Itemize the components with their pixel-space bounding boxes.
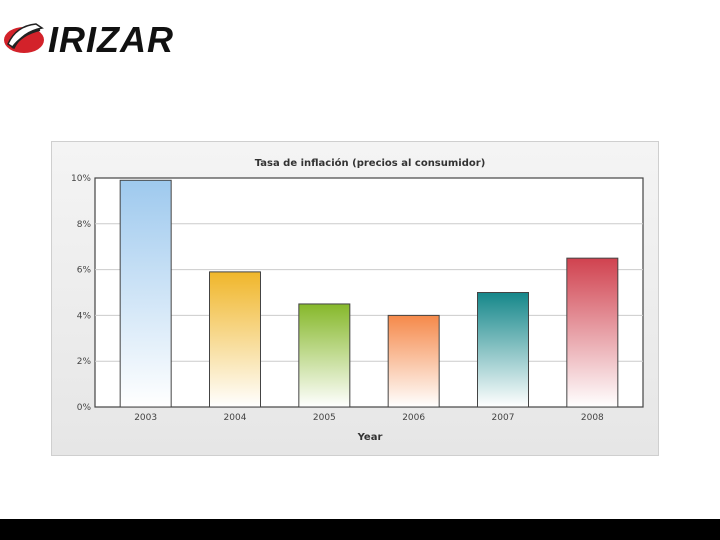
grid-lines <box>95 223 643 362</box>
bars <box>119 179 619 408</box>
x-tick-label: 2004 <box>224 413 247 423</box>
x-tick-label: 2007 <box>492 413 515 423</box>
y-tick-label: 8% <box>77 220 92 230</box>
x-tick-label: 2008 <box>581 413 604 423</box>
chart-title: Tasa de inflación (precios al consumidor… <box>255 157 486 169</box>
irizar-logo <box>4 23 44 53</box>
bar-2005 <box>298 303 351 408</box>
bar-2004 <box>209 271 261 408</box>
bottom-bar <box>0 519 720 540</box>
x-axis-ticks: 2003 2004 2005 2006 2007 2008 <box>134 413 604 423</box>
x-axis-label: Year <box>357 432 383 443</box>
y-tick-label: 0% <box>77 403 92 413</box>
x-tick-label: 2006 <box>402 413 425 423</box>
bar-2003 <box>119 179 172 408</box>
y-tick-label: 2% <box>77 357 92 367</box>
brand-name: IRIZAR <box>48 19 174 60</box>
bar-2007 <box>477 292 529 408</box>
x-tick-label: 2005 <box>313 413 336 423</box>
y-tick-label: 10% <box>71 174 91 184</box>
y-tick-label: 4% <box>77 311 92 321</box>
x-tick-label: 2003 <box>134 413 157 423</box>
chart-panel: Tasa de inflación (precios al consumidor… <box>51 141 659 456</box>
bar-2006 <box>387 314 440 408</box>
y-axis-ticks: 0% 2% 4% 6% 8% 10% <box>71 174 91 413</box>
plot-area <box>94 177 644 408</box>
inflation-bar-chart: Tasa de inflación (precios al consumidor… <box>71 157 644 443</box>
bar-2008 <box>566 257 619 408</box>
y-tick-label: 6% <box>77 266 92 276</box>
